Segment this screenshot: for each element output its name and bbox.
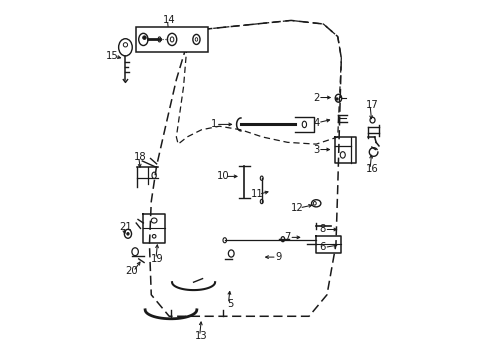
Text: 11: 11	[250, 189, 263, 199]
Text: 2: 2	[312, 93, 319, 103]
FancyBboxPatch shape	[136, 27, 207, 51]
Text: 18: 18	[134, 152, 146, 162]
Text: 20: 20	[125, 266, 138, 276]
Text: 4: 4	[312, 118, 319, 128]
Text: 21: 21	[119, 222, 132, 231]
Text: 5: 5	[226, 299, 233, 309]
Text: 16: 16	[365, 164, 377, 174]
Text: 1: 1	[210, 120, 217, 129]
Text: 15: 15	[106, 51, 119, 61]
Text: 13: 13	[195, 331, 207, 341]
Text: 7: 7	[284, 232, 290, 242]
Text: 14: 14	[163, 15, 175, 26]
Ellipse shape	[335, 98, 338, 100]
Text: 3: 3	[312, 144, 319, 154]
Text: 8: 8	[319, 225, 325, 234]
Text: 10: 10	[216, 171, 229, 181]
Text: 9: 9	[275, 252, 281, 262]
Text: 12: 12	[290, 203, 304, 213]
Text: 6: 6	[319, 242, 325, 252]
Text: 17: 17	[365, 100, 377, 110]
Ellipse shape	[126, 232, 129, 235]
Ellipse shape	[142, 36, 146, 40]
Text: 19: 19	[151, 254, 164, 264]
